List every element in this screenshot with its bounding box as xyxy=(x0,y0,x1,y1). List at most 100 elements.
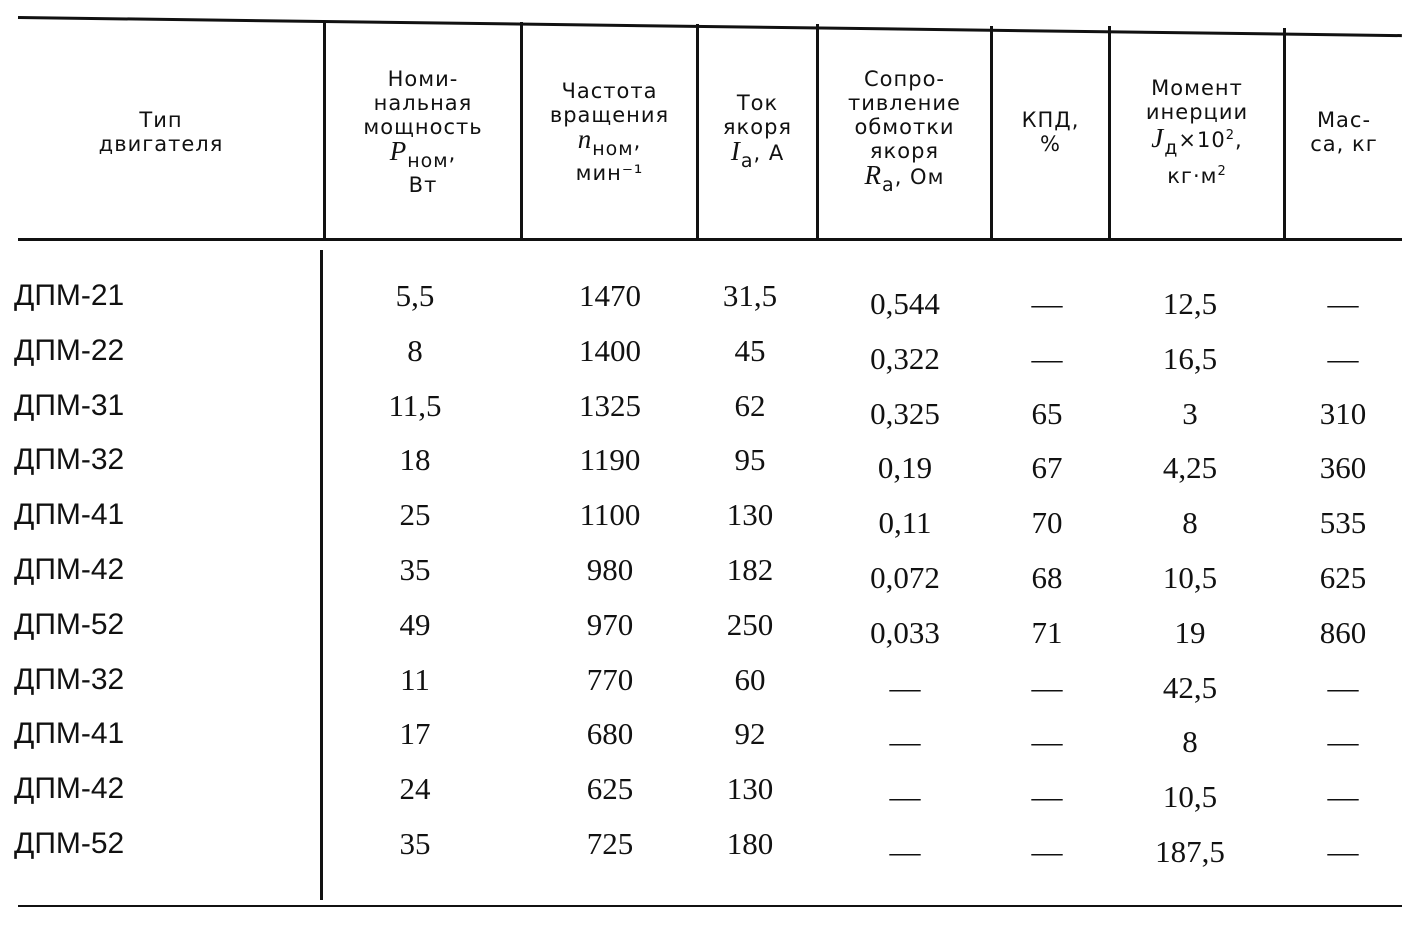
cell-rated-power: 49 xyxy=(399,606,431,642)
header-text: мощность xyxy=(363,115,483,139)
cell-rotation-speed: 625 xyxy=(586,771,634,807)
header-text: Номи- xyxy=(387,67,459,91)
cell-engine-type: ДПМ-42 xyxy=(14,772,125,806)
cell-armature-resistance: — xyxy=(889,724,921,760)
cell-moment-of-inertia: 187,5 xyxy=(1155,834,1225,869)
symbol: I xyxy=(730,136,741,166)
cell-mass: — xyxy=(1327,669,1359,705)
cell-rated-power: 5,5 xyxy=(395,278,435,313)
cell-armature-current: 130 xyxy=(726,771,774,807)
header-armature-current: Ток якоря Iа, А xyxy=(699,28,816,236)
header-text: , xyxy=(633,129,642,153)
cell-efficiency: 71 xyxy=(1031,614,1063,650)
header-text: тивление xyxy=(848,91,961,115)
header-text: Вт xyxy=(408,173,438,197)
header-text: КПД, xyxy=(1021,108,1080,132)
header-engine-type: Тип двигателя xyxy=(0,28,322,236)
cell-mass: — xyxy=(1327,834,1359,869)
cell-rotation-speed: 770 xyxy=(586,661,634,697)
cell-armature-resistance: 0,19 xyxy=(877,450,933,486)
cell-armature-resistance: 0,033 xyxy=(870,614,940,650)
cell-moment-of-inertia: 10,5 xyxy=(1162,779,1218,815)
column-divider xyxy=(520,22,523,240)
cell-armature-resistance: — xyxy=(889,834,921,869)
header-text: Частота xyxy=(561,79,658,103)
cell-rotation-speed: 1400 xyxy=(579,332,641,368)
cell-mass: 310 xyxy=(1319,395,1367,431)
column-divider xyxy=(696,24,699,240)
header-text: обмотки xyxy=(854,115,955,139)
cell-engine-type: ДПМ-32 xyxy=(14,443,125,477)
header-text: nном, xyxy=(578,126,642,161)
cell-rotation-speed: 1325 xyxy=(579,387,641,423)
column-divider xyxy=(1108,26,1111,240)
cell-rotation-speed: 725 xyxy=(586,826,634,861)
subscript: а xyxy=(740,150,754,172)
cell-armature-current: 62 xyxy=(734,387,766,423)
cell-rated-power: 25 xyxy=(399,497,431,533)
cell-engine-type: ДПМ-22 xyxy=(14,333,125,367)
cell-armature-resistance: 0,11 xyxy=(878,505,932,541)
header-moment-of-inertia: Момент инерции Jд×102, кг·м2 xyxy=(1111,28,1283,236)
column-divider xyxy=(1283,28,1286,240)
cell-engine-type: ДПМ-31 xyxy=(14,388,125,422)
cell-rated-power: 8 xyxy=(407,332,423,368)
header-text: вращения xyxy=(549,103,670,127)
header-text: % xyxy=(1040,132,1061,156)
cell-engine-type: ДПМ-41 xyxy=(14,498,125,532)
cell-mass: 860 xyxy=(1319,614,1367,650)
cell-moment-of-inertia: 19 xyxy=(1174,614,1206,650)
column-divider xyxy=(323,22,326,240)
header-text: Сопро- xyxy=(864,67,945,91)
column-divider xyxy=(320,250,323,900)
header-mass: Мас- са, кг xyxy=(1286,28,1402,236)
cell-rated-power: 11,5 xyxy=(388,387,442,423)
cell-mass: — xyxy=(1327,779,1359,815)
cell-moment-of-inertia: 16,5 xyxy=(1162,340,1218,376)
column-divider xyxy=(816,24,819,240)
cell-rated-power: 35 xyxy=(399,826,431,861)
cell-efficiency: — xyxy=(1031,834,1063,869)
cell-efficiency: — xyxy=(1031,779,1063,815)
cell-efficiency: — xyxy=(1031,340,1063,376)
superscript: 2 xyxy=(1217,164,1227,179)
header-text: Мас- xyxy=(1316,108,1372,132)
header-rated-power: Номи- нальная мощность Pном, Вт xyxy=(326,28,520,236)
cell-efficiency: 65 xyxy=(1031,395,1063,431)
cell-moment-of-inertia: 12,5 xyxy=(1162,286,1218,321)
cell-armature-resistance: 0,072 xyxy=(870,560,940,595)
cell-mass: — xyxy=(1327,340,1359,376)
header-text: двигателя xyxy=(98,132,224,156)
cell-armature-resistance: 0,325 xyxy=(870,395,940,431)
header-text: са, кг xyxy=(1310,132,1378,156)
cell-efficiency: — xyxy=(1031,286,1063,321)
header-efficiency: КПД, % xyxy=(993,28,1108,236)
cell-rotation-speed: 1470 xyxy=(579,278,641,313)
cell-armature-current: 182 xyxy=(726,552,774,587)
cell-engine-type: ДПМ-21 xyxy=(14,279,125,312)
header-text: Ток xyxy=(736,91,779,115)
cell-armature-resistance: — xyxy=(889,669,921,705)
header-text: Момент xyxy=(1151,76,1243,100)
cell-engine-type: ДПМ-32 xyxy=(14,662,125,696)
cell-efficiency: 68 xyxy=(1031,560,1063,595)
header-text: кг·м xyxy=(1167,164,1218,188)
cell-rated-power: 18 xyxy=(399,442,431,478)
cell-efficiency: 70 xyxy=(1031,505,1063,541)
header-text: мин⁻¹ xyxy=(575,161,644,185)
header-bottom-rule xyxy=(18,238,1402,241)
cell-rotation-speed: 680 xyxy=(586,716,634,752)
cell-engine-type: ДПМ-41 xyxy=(14,717,125,751)
cell-moment-of-inertia: 42,5 xyxy=(1162,669,1218,705)
cell-armature-current: 31,5 xyxy=(722,278,778,313)
cell-rated-power: 17 xyxy=(399,716,431,752)
cell-armature-current: 60 xyxy=(734,661,766,697)
cell-efficiency: — xyxy=(1031,724,1063,760)
header-text: Jд×102, xyxy=(1151,124,1242,160)
cell-moment-of-inertia: 4,25 xyxy=(1162,450,1218,486)
cell-mass: — xyxy=(1327,286,1359,321)
subscript: ном xyxy=(407,150,449,172)
header-text: инерции xyxy=(1145,100,1249,124)
cell-moment-of-inertia: 8 xyxy=(1182,505,1198,541)
cell-rotation-speed: 970 xyxy=(586,606,634,642)
